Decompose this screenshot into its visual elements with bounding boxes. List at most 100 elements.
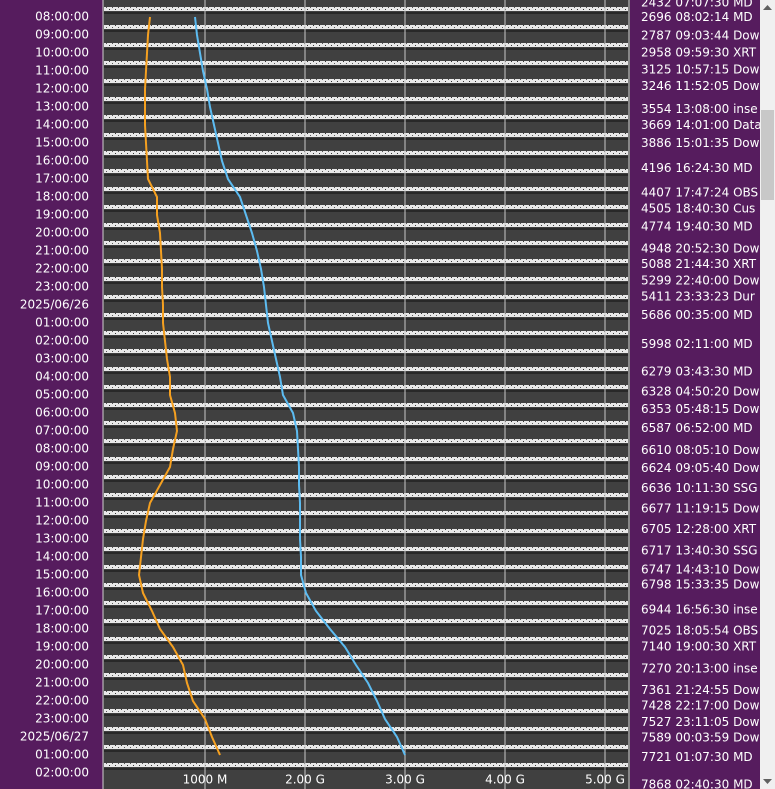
row-band <box>104 25 628 29</box>
row-band <box>104 97 628 101</box>
time-label: 22:00:00 <box>35 694 89 708</box>
log-entry: 6705 12:28:00 XRT <box>641 522 757 536</box>
log-entry: 5088 21:44:30 XRT <box>641 257 757 271</box>
time-label: 14:00:00 <box>35 118 89 132</box>
log-entry: 2787 09:03:44 Dow <box>641 29 760 43</box>
time-label: 20:00:00 <box>35 226 89 240</box>
row-band <box>104 385 628 389</box>
log-entry: 6624 09:05:40 Dow <box>641 461 760 475</box>
log-entry: 3125 10:57:15 Dow <box>641 63 760 77</box>
log-entry: 6636 10:11:30 SSG <box>641 481 758 495</box>
row-band <box>104 241 628 245</box>
time-label: 17:00:00 <box>35 604 89 618</box>
time-label: 18:00:00 <box>35 190 89 204</box>
x-tick-label: 4.00 G <box>485 773 525 787</box>
x-tick-label: 2.00 G <box>285 773 325 787</box>
time-label: 2025/06/26 <box>20 298 89 312</box>
time-label: 15:00:00 <box>35 136 89 150</box>
x-tick-label: 3.00 G <box>385 773 425 787</box>
log-entry: 3886 15:01:35 Dow <box>641 136 760 150</box>
log-entry: 6279 03:43:30 MD <box>641 365 753 379</box>
log-entry: 6798 15:33:35 Dow <box>641 578 760 592</box>
time-label: 02:00:00 <box>35 334 89 348</box>
time-label: 21:00:00 <box>35 244 89 258</box>
row-band <box>104 223 628 227</box>
time-label: 10:00:00 <box>35 46 89 60</box>
time-label: 13:00:00 <box>35 532 89 546</box>
row-band <box>104 745 628 749</box>
time-label: 09:00:00 <box>35 460 89 474</box>
log-entry: 2432 07:07:30 MD <box>641 0 753 10</box>
log-entry: 5686 00:35:00 MD <box>641 308 753 322</box>
row-band <box>104 709 628 713</box>
log-entry: 3554 13:08:00 inse <box>641 102 758 116</box>
time-label: 18:00:00 <box>35 622 89 636</box>
time-label: 02:00:00 <box>35 766 89 780</box>
row-band <box>104 493 628 497</box>
row-band <box>104 295 628 299</box>
time-label: 15:00:00 <box>35 568 89 582</box>
time-label: 23:00:00 <box>35 712 89 726</box>
row-band <box>104 763 628 767</box>
series-line <box>137 16 221 756</box>
row-band <box>104 79 628 83</box>
log-entry: 2696 08:02:14 MD <box>641 10 753 24</box>
log-entry: 7361 21:24:55 Dow <box>641 683 760 697</box>
row-band <box>104 205 628 209</box>
log-entry: 7140 19:00:30 XRT <box>641 640 757 654</box>
x-tick-label: 5.00 G <box>585 773 625 787</box>
row-band <box>104 457 628 461</box>
time-label: 12:00:00 <box>35 82 89 96</box>
time-label: 01:00:00 <box>35 748 89 762</box>
scroll-up[interactable] <box>763 5 772 10</box>
log-entry: 4407 17:47:24 OBS <box>641 186 758 200</box>
time-label: 05:00:00 <box>35 388 89 402</box>
time-label: 04:00:00 <box>35 370 89 384</box>
row-band <box>104 619 628 623</box>
time-label: 2025/06/27 <box>20 730 89 744</box>
time-label: 20:00:00 <box>35 658 89 672</box>
row-band <box>104 547 628 551</box>
log-entry: 6587 06:52:00 MD <box>641 421 753 435</box>
log-entry: 6747 14:43:10 Dow <box>641 562 760 576</box>
time-label: 09:00:00 <box>35 28 89 42</box>
log-entry: 5998 02:11:00 MD <box>641 337 753 351</box>
time-label: 21:00:00 <box>35 676 89 690</box>
row-band <box>104 421 628 425</box>
row-band <box>104 7 628 11</box>
row-band <box>104 601 628 605</box>
log-entry: 4774 19:40:30 MD <box>641 220 753 234</box>
log-entry: 5411 23:33:23 Dur <box>641 290 755 304</box>
time-label: 01:00:00 <box>35 316 89 330</box>
scroll-down[interactable] <box>763 779 772 784</box>
row-band <box>104 403 628 407</box>
row-band <box>104 655 628 659</box>
row-band <box>104 115 628 119</box>
log-entry: 6328 04:50:20 Dow <box>641 385 760 399</box>
row-band <box>104 529 628 533</box>
time-label: 03:00:00 <box>35 352 89 366</box>
row-band <box>104 439 628 443</box>
row-band <box>104 637 628 641</box>
log-entry: 7270 20:13:00 inse <box>641 661 758 675</box>
row-band <box>104 691 628 695</box>
x-tick-label: 1000 M <box>183 773 228 787</box>
time-label: 16:00:00 <box>35 586 89 600</box>
row-band <box>104 151 628 155</box>
log-entry: 7527 23:11:05 Dow <box>641 715 760 729</box>
row-band <box>104 475 628 479</box>
time-label: 22:00:00 <box>35 262 89 276</box>
time-label: 12:00:00 <box>35 514 89 528</box>
time-label: 16:00:00 <box>35 154 89 168</box>
row-band <box>104 169 628 173</box>
time-label: 08:00:00 <box>35 442 89 456</box>
row-band <box>104 133 628 137</box>
row-band <box>104 583 628 587</box>
log-entry: 2958 09:59:30 XRT <box>641 45 757 59</box>
row-band <box>104 259 628 263</box>
row-band <box>104 187 628 191</box>
log-entry: 4196 16:24:30 MD <box>641 161 753 175</box>
scrollbar-thumb[interactable] <box>761 110 774 200</box>
log-entry: 7868 02:40:30 MD <box>641 778 753 789</box>
row-band <box>104 277 628 281</box>
